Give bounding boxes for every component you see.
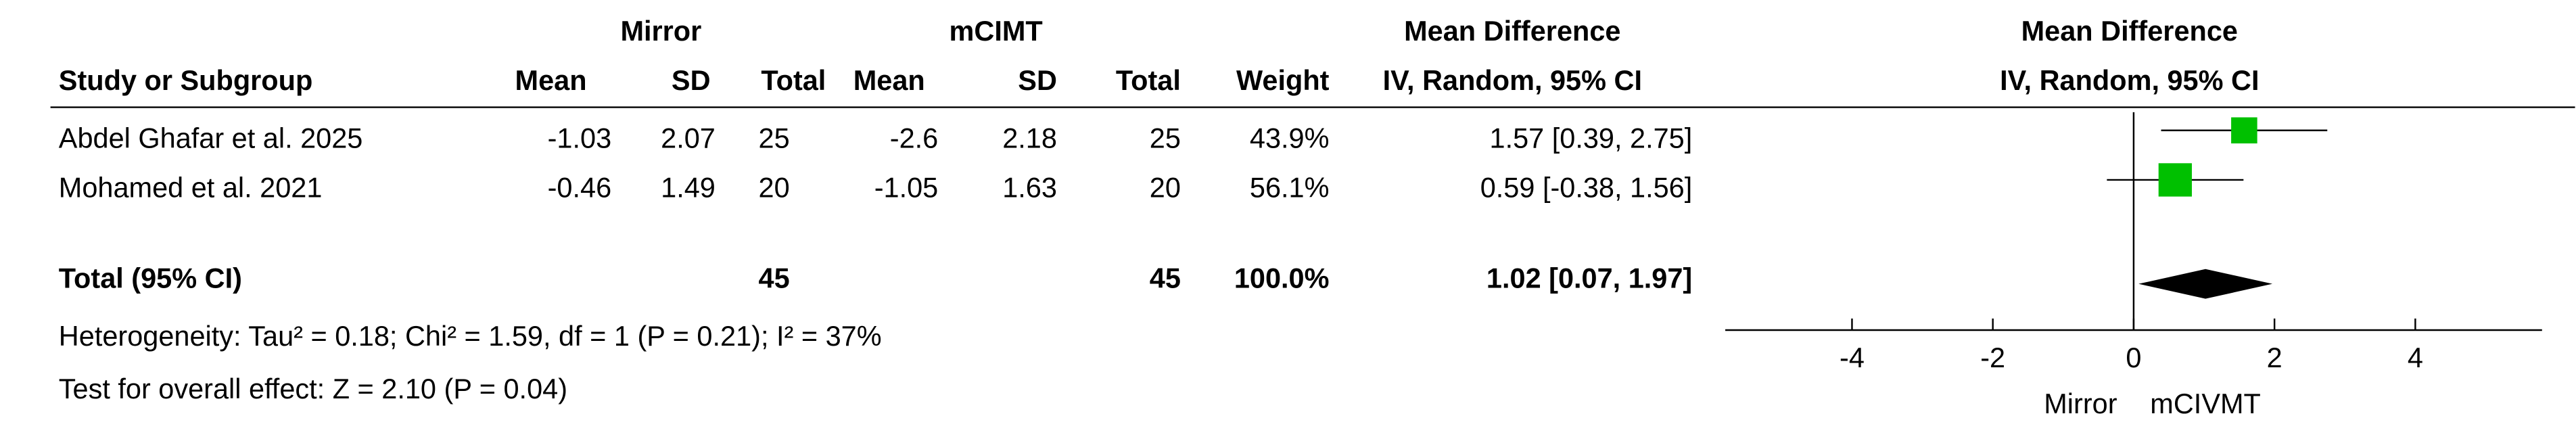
column-header: SD: [672, 64, 711, 96]
table-cell: 2.07: [661, 122, 716, 154]
table-cell: -1.05: [874, 172, 939, 204]
effect-square: [2231, 117, 2257, 144]
column-header: Total: [761, 64, 826, 96]
total-cell: 100.0%: [1234, 262, 1330, 294]
effect-square: [2158, 163, 2192, 197]
column-header: IV, Random, 95% CI: [1383, 64, 1642, 96]
total-name: Total (95% CI): [59, 262, 242, 294]
x-tick-label: 0: [2126, 342, 2141, 373]
plot-subtitle: IV, Random, 95% CI: [2000, 64, 2259, 96]
heterogeneity: Heterogeneity: Tau² = 0.18; Chi² = 1.59,…: [59, 320, 882, 352]
total-cell: 45: [1150, 262, 1181, 294]
table-cell: 20: [1150, 172, 1181, 204]
group-header: mCIMT: [950, 15, 1043, 47]
total-cell: 1.02 [0.07, 1.97]: [1486, 262, 1692, 294]
table-cell: 1.57 [0.39, 2.75]: [1490, 122, 1693, 154]
column-header: Total: [1116, 64, 1181, 96]
group-header: Mirror: [620, 15, 701, 47]
study-name: Mohamed et al. 2021: [59, 172, 323, 204]
favours-left: Mirror: [2044, 388, 2117, 419]
total-cell: 45: [759, 262, 790, 294]
table-cell: -2.6: [890, 122, 938, 154]
table-cell: 20: [759, 172, 790, 204]
table-cell: 56.1%: [1250, 172, 1330, 204]
study-name: Abdel Ghafar et al. 2025: [59, 122, 363, 154]
table-cell: 25: [1150, 122, 1181, 154]
table-cell: -0.46: [548, 172, 612, 204]
total-diamond: [2138, 269, 2273, 299]
table-cell: 25: [759, 122, 790, 154]
group-header: Mean Difference: [1404, 15, 1620, 47]
table-cell: 43.9%: [1250, 122, 1330, 154]
table-cell: -1.03: [548, 122, 612, 154]
favours-right: mCIVMT: [2150, 388, 2261, 419]
table-cell: 1.49: [661, 172, 716, 204]
overall-effect: Test for overall effect: Z = 2.10 (P = 0…: [59, 373, 567, 405]
table-cell: 2.18: [1002, 122, 1057, 154]
x-tick-label: 2: [2267, 342, 2282, 373]
column-header: Weight: [1236, 64, 1330, 96]
x-tick-label: -2: [1980, 342, 2005, 373]
column-header: Mean: [515, 64, 587, 96]
table-cell: 1.63: [1002, 172, 1057, 204]
column-header: SD: [1018, 64, 1057, 96]
x-tick-label: -4: [1840, 342, 1865, 373]
table-cell: 0.59 [-0.38, 1.56]: [1480, 172, 1693, 204]
column-header: Study or Subgroup: [59, 64, 313, 96]
plot-title: Mean Difference: [2021, 15, 2238, 47]
column-header: Mean: [853, 64, 925, 96]
x-tick-label: 4: [2408, 342, 2423, 373]
